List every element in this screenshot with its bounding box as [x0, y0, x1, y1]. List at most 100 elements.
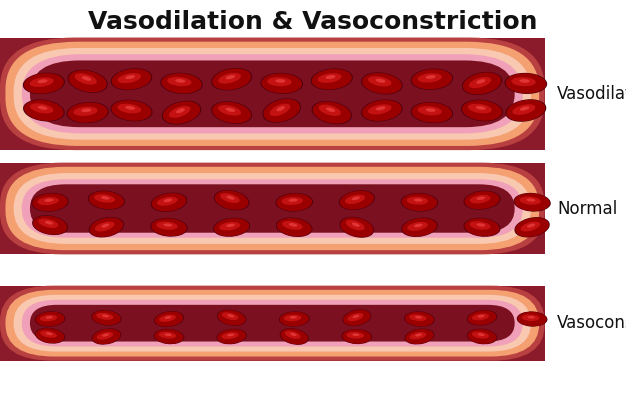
Ellipse shape: [340, 191, 374, 210]
Ellipse shape: [339, 190, 375, 210]
Ellipse shape: [82, 76, 91, 81]
Ellipse shape: [151, 219, 187, 236]
Ellipse shape: [159, 332, 176, 339]
Ellipse shape: [326, 108, 335, 112]
Ellipse shape: [341, 217, 373, 237]
Ellipse shape: [175, 79, 185, 83]
Ellipse shape: [290, 333, 297, 336]
Ellipse shape: [426, 75, 436, 79]
Ellipse shape: [317, 73, 342, 83]
Ellipse shape: [275, 79, 285, 83]
Ellipse shape: [513, 193, 551, 211]
Ellipse shape: [35, 311, 65, 327]
Ellipse shape: [88, 191, 125, 210]
Ellipse shape: [29, 78, 54, 87]
Ellipse shape: [225, 75, 235, 79]
Ellipse shape: [521, 221, 540, 231]
FancyBboxPatch shape: [14, 48, 531, 140]
Ellipse shape: [376, 79, 386, 83]
Ellipse shape: [461, 100, 503, 121]
Ellipse shape: [225, 108, 235, 112]
Ellipse shape: [154, 311, 184, 327]
Ellipse shape: [276, 193, 312, 211]
Ellipse shape: [463, 218, 501, 237]
Ellipse shape: [165, 316, 172, 319]
Ellipse shape: [154, 329, 184, 344]
Ellipse shape: [463, 191, 501, 210]
Ellipse shape: [405, 312, 434, 326]
Ellipse shape: [162, 101, 201, 124]
Ellipse shape: [418, 73, 442, 83]
Ellipse shape: [312, 102, 351, 123]
Ellipse shape: [211, 101, 252, 124]
Ellipse shape: [285, 331, 301, 339]
Ellipse shape: [414, 224, 423, 227]
Ellipse shape: [469, 77, 491, 88]
Ellipse shape: [464, 191, 500, 209]
Ellipse shape: [96, 313, 113, 320]
Text: Vasoconstriction: Vasoconstriction: [557, 314, 626, 332]
Ellipse shape: [267, 77, 292, 86]
Ellipse shape: [227, 196, 235, 200]
Ellipse shape: [347, 313, 364, 321]
Ellipse shape: [163, 224, 172, 227]
Ellipse shape: [505, 73, 547, 94]
Ellipse shape: [40, 331, 57, 338]
Ellipse shape: [362, 73, 402, 94]
Ellipse shape: [23, 100, 64, 121]
Ellipse shape: [527, 224, 535, 228]
Ellipse shape: [343, 310, 371, 326]
Ellipse shape: [38, 197, 59, 205]
Ellipse shape: [518, 312, 546, 326]
Ellipse shape: [401, 218, 438, 237]
FancyBboxPatch shape: [14, 173, 531, 244]
Ellipse shape: [415, 316, 422, 319]
Ellipse shape: [342, 309, 371, 326]
Ellipse shape: [97, 332, 113, 340]
Ellipse shape: [91, 329, 121, 344]
Ellipse shape: [176, 108, 185, 113]
Ellipse shape: [408, 222, 428, 231]
Ellipse shape: [411, 68, 453, 90]
Ellipse shape: [90, 218, 123, 237]
Ellipse shape: [125, 106, 135, 110]
Ellipse shape: [169, 106, 190, 118]
Text: Vasodilation & Vasoconstriction: Vasodilation & Vasoconstriction: [88, 10, 538, 35]
Ellipse shape: [218, 310, 245, 326]
Ellipse shape: [101, 224, 110, 228]
FancyBboxPatch shape: [6, 290, 539, 357]
Ellipse shape: [362, 100, 402, 121]
Ellipse shape: [68, 70, 108, 93]
Ellipse shape: [23, 73, 65, 94]
Ellipse shape: [214, 218, 249, 236]
Ellipse shape: [125, 75, 135, 79]
Ellipse shape: [46, 316, 53, 319]
Ellipse shape: [36, 312, 64, 326]
Ellipse shape: [528, 316, 535, 319]
Ellipse shape: [156, 221, 178, 230]
Ellipse shape: [220, 193, 240, 203]
FancyBboxPatch shape: [14, 295, 531, 352]
Ellipse shape: [280, 312, 309, 326]
Ellipse shape: [110, 100, 153, 121]
Ellipse shape: [163, 101, 200, 124]
Ellipse shape: [155, 311, 183, 327]
Ellipse shape: [159, 314, 176, 322]
Ellipse shape: [418, 106, 442, 116]
Ellipse shape: [472, 332, 489, 339]
Ellipse shape: [218, 73, 241, 83]
Ellipse shape: [68, 103, 108, 123]
Ellipse shape: [520, 106, 530, 111]
Ellipse shape: [464, 218, 500, 236]
Ellipse shape: [280, 329, 308, 344]
Ellipse shape: [310, 68, 353, 90]
Ellipse shape: [264, 99, 300, 122]
Ellipse shape: [222, 332, 239, 339]
Ellipse shape: [66, 102, 109, 123]
Ellipse shape: [404, 311, 434, 327]
Ellipse shape: [412, 103, 452, 123]
Ellipse shape: [91, 310, 121, 326]
Ellipse shape: [468, 310, 496, 325]
FancyBboxPatch shape: [0, 163, 545, 254]
Ellipse shape: [45, 221, 53, 225]
